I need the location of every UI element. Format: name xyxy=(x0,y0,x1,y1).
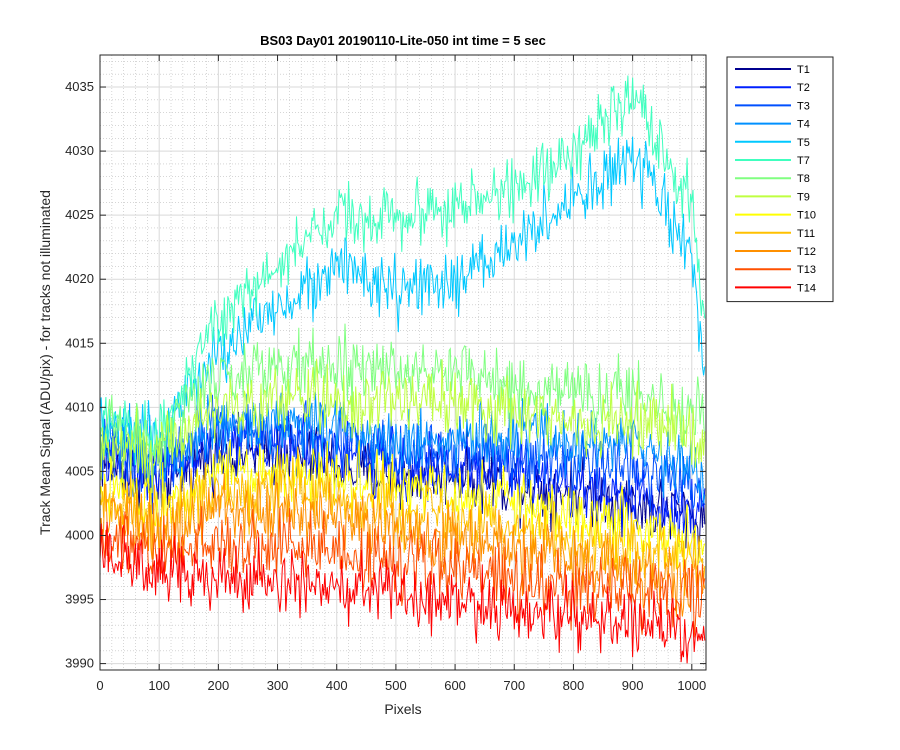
legend-label-t1: T1 xyxy=(797,64,810,76)
series-line-t9 xyxy=(100,358,706,494)
series-line-t12 xyxy=(100,471,706,617)
legend-label-t11: T11 xyxy=(797,228,815,240)
legend-label-t5: T5 xyxy=(797,137,810,149)
x-tick-label: 100 xyxy=(148,678,170,693)
chart-title: BS03 Day01 20190110-Lite-050 int time = … xyxy=(260,33,546,48)
y-tick-label: 4005 xyxy=(65,463,94,478)
x-tick-label: 1000 xyxy=(677,678,706,693)
y-tick-label: 4010 xyxy=(65,399,94,414)
y-tick-label: 3990 xyxy=(65,656,94,671)
series-line-t7 xyxy=(100,75,706,466)
series-line-t14 xyxy=(100,521,706,664)
ticks: 0 100 200 300 400 500 600 700 800 900 1000 3990 3995… xyxy=(65,55,706,693)
x-tick-label: 200 xyxy=(208,678,230,693)
x-tick-label: 400 xyxy=(326,678,348,693)
x-axis-label: Pixels xyxy=(384,701,421,717)
series-line-t3 xyxy=(100,394,706,513)
legend-label-t7: T7 xyxy=(797,155,810,167)
y-tick-label: 4000 xyxy=(65,527,94,542)
series-line-t13 xyxy=(100,506,706,638)
x-tick-label: 600 xyxy=(444,678,466,693)
x-tick-label: 900 xyxy=(622,678,644,693)
y-tick-label: 4015 xyxy=(65,335,94,350)
legend-label-t8: T8 xyxy=(797,173,810,185)
legend-label-t9: T9 xyxy=(797,191,810,203)
y-tick-label: 4020 xyxy=(65,271,94,286)
legend-label-t13: T13 xyxy=(797,264,816,276)
series-lines xyxy=(100,75,706,664)
legend-label-t14: T14 xyxy=(797,282,816,294)
legend-box xyxy=(726,56,834,303)
y-tick-label: 3995 xyxy=(65,592,94,607)
x-tick-label: 700 xyxy=(503,678,525,693)
x-tick-label: 300 xyxy=(267,678,289,693)
y-tick-label: 4035 xyxy=(65,79,94,94)
x-tick-label: 0 xyxy=(96,678,103,693)
legend-label-t10: T10 xyxy=(797,210,816,222)
series-line-t5 xyxy=(100,136,706,457)
y-tick-label: 4030 xyxy=(65,143,94,158)
legend-label-t2: T2 xyxy=(797,82,810,94)
x-tick-label: 800 xyxy=(563,678,585,693)
y-axis-label: Track Mean Signal (ADU/pix) - for tracks… xyxy=(37,190,53,535)
plot-frame xyxy=(99,54,707,671)
x-tick-label: 500 xyxy=(385,678,407,693)
y-tick-label: 4025 xyxy=(65,207,94,222)
legend-label-t4: T4 xyxy=(797,119,810,131)
legend-label-t12: T12 xyxy=(797,246,816,258)
legend: T1 T2 T3 T4 T5 T7 T8 T9 T10 T11 T12 T13 T14 xyxy=(726,56,834,303)
legend-label-t3: T3 xyxy=(797,100,810,112)
